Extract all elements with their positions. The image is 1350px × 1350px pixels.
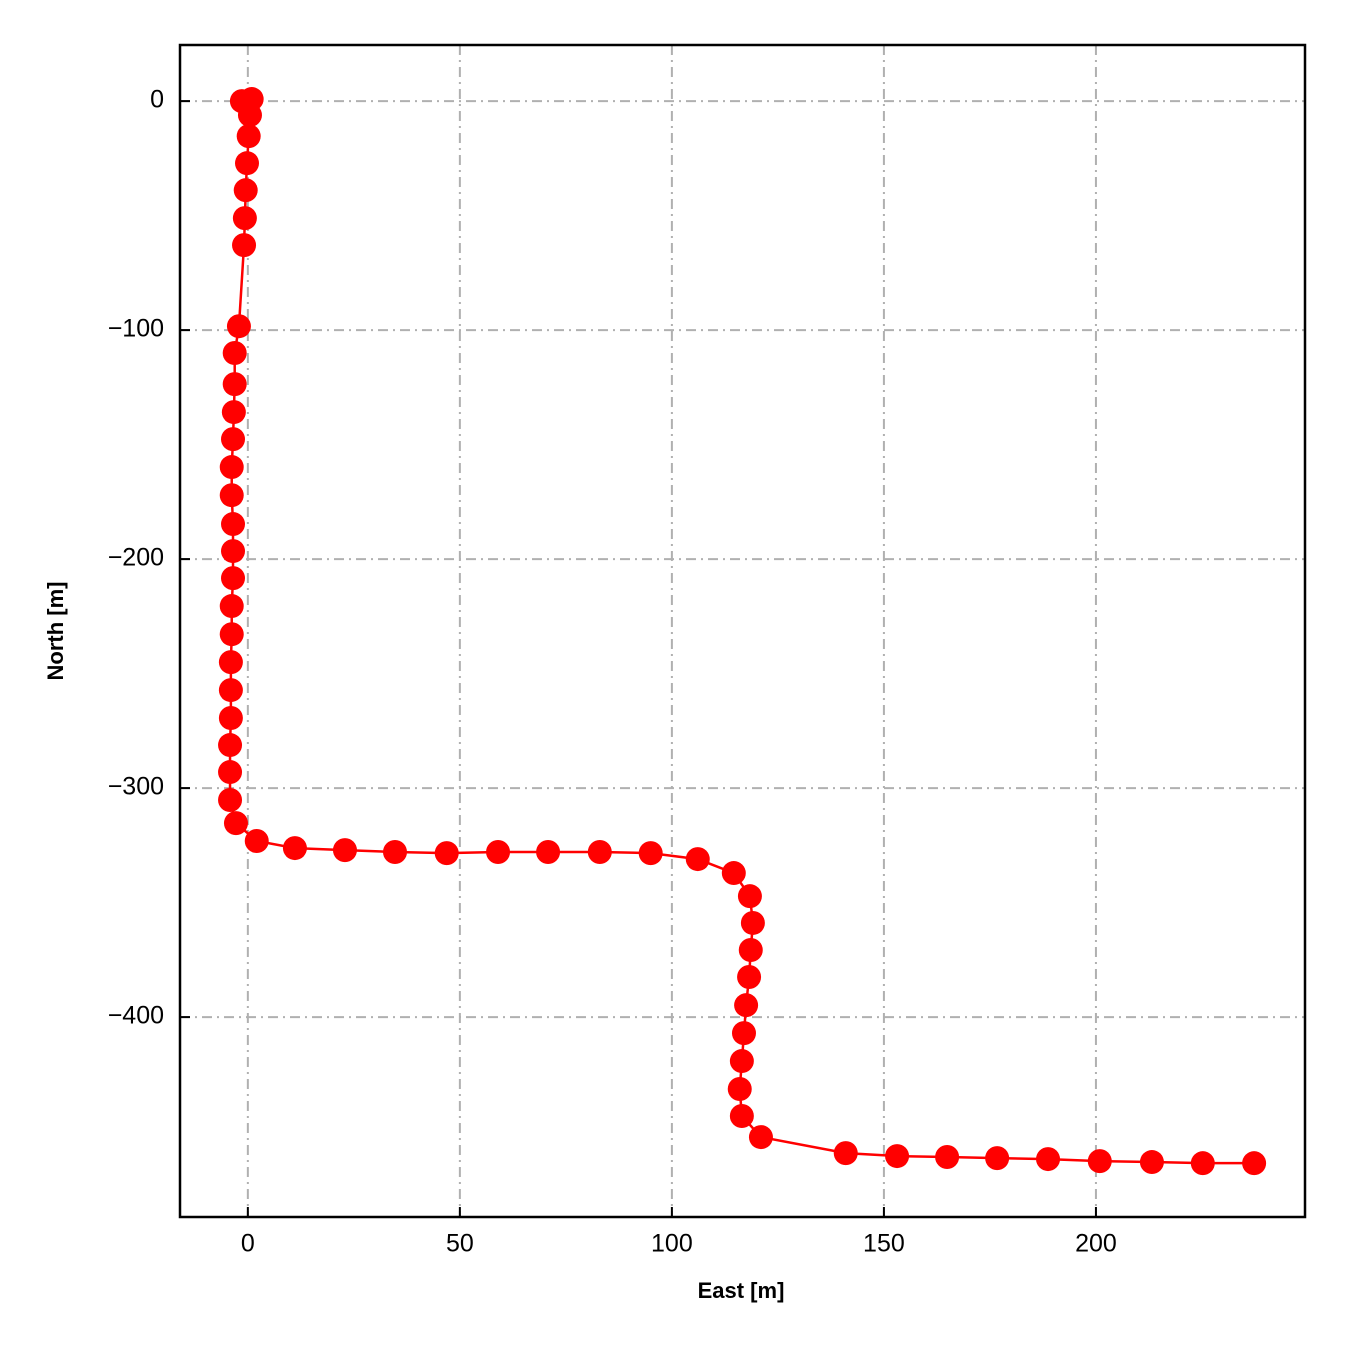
marker xyxy=(1036,1147,1061,1172)
marker xyxy=(935,1145,960,1170)
marker xyxy=(218,650,243,675)
marker xyxy=(219,455,244,480)
marker xyxy=(727,1076,752,1101)
marker xyxy=(885,1144,910,1169)
marker xyxy=(219,483,244,508)
marker xyxy=(218,733,243,758)
marker xyxy=(486,839,511,864)
marker xyxy=(332,838,357,863)
marker xyxy=(222,340,247,365)
marker xyxy=(223,811,248,836)
marker xyxy=(737,884,762,909)
marker xyxy=(731,1021,756,1046)
marker xyxy=(233,178,258,203)
marker xyxy=(737,965,762,990)
marker xyxy=(232,206,257,231)
marker xyxy=(221,539,246,564)
marker xyxy=(536,839,561,864)
marker xyxy=(729,1104,754,1129)
marker xyxy=(221,400,246,425)
x-tick-label: 100 xyxy=(651,1230,693,1258)
marker xyxy=(1190,1151,1215,1176)
marker xyxy=(638,841,663,866)
marker xyxy=(221,427,246,452)
marker xyxy=(721,861,746,886)
marker xyxy=(221,566,246,591)
x-tick-label: 200 xyxy=(1075,1230,1117,1258)
marker xyxy=(738,937,763,962)
x-tick-label: 150 xyxy=(863,1230,905,1258)
marker xyxy=(244,828,269,853)
x-tick-label: 0 xyxy=(241,1230,255,1258)
marker xyxy=(218,760,243,785)
marker xyxy=(587,839,612,864)
y-tick-label: −300 xyxy=(108,773,164,801)
marker xyxy=(218,706,243,731)
y-tick-label: −200 xyxy=(108,544,164,572)
marker xyxy=(1139,1150,1164,1175)
marker xyxy=(221,512,246,537)
marker xyxy=(226,314,251,339)
marker xyxy=(218,787,243,812)
marker xyxy=(234,151,259,176)
marker xyxy=(219,594,244,619)
marker xyxy=(236,124,261,149)
marker xyxy=(685,847,710,872)
marker xyxy=(222,372,247,397)
x-axis-label: East [m] xyxy=(698,1278,785,1303)
plot-frame xyxy=(178,43,1307,1219)
marker xyxy=(237,103,262,128)
marker xyxy=(218,678,243,703)
marker xyxy=(748,1125,773,1150)
x-tick-label: 50 xyxy=(446,1230,474,1258)
marker xyxy=(434,841,459,866)
y-axis-label: North [m] xyxy=(43,582,68,681)
y-tick-label: −400 xyxy=(108,1002,164,1030)
marker xyxy=(219,622,244,647)
marker xyxy=(833,1141,858,1166)
y-tick-label: −100 xyxy=(108,315,164,343)
marker xyxy=(1087,1149,1112,1174)
marker xyxy=(282,836,307,861)
marker xyxy=(985,1146,1010,1171)
y-tick-label: 0 xyxy=(150,86,164,114)
marker xyxy=(382,839,407,864)
marker xyxy=(740,910,765,935)
marker xyxy=(1242,1151,1267,1176)
marker xyxy=(734,993,759,1018)
marker xyxy=(729,1049,754,1074)
marker xyxy=(232,233,257,258)
